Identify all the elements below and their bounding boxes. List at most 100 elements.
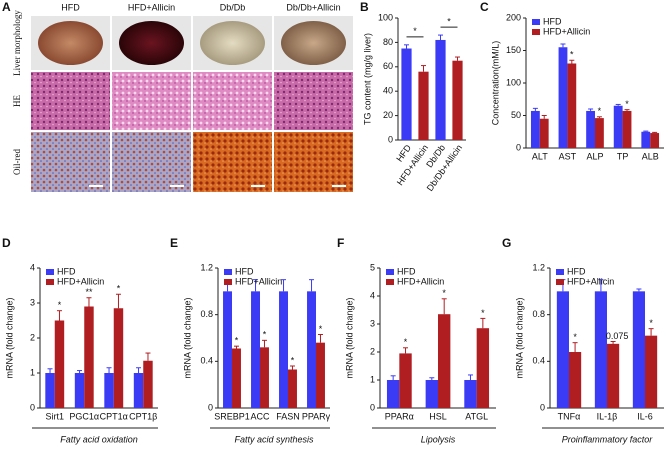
y-tick-label: 0.8 — [200, 309, 213, 319]
y-tick-label: 0.8 — [532, 309, 545, 319]
column-label: Db/Db+Allicin — [286, 2, 340, 12]
significance: * — [263, 330, 267, 340]
panel-label: B — [360, 0, 369, 14]
panel-label: G — [502, 236, 511, 250]
bar — [567, 63, 577, 148]
bar — [586, 110, 595, 148]
significance: * — [481, 308, 485, 318]
legend-swatch — [46, 269, 54, 275]
x-tick-label: IL-6 — [637, 411, 653, 421]
micrograph — [112, 132, 191, 192]
column-label: HFD — [61, 2, 80, 12]
liver-photo — [281, 21, 346, 65]
y-tick-label: 1.2 — [200, 262, 213, 272]
micrograph — [274, 72, 353, 130]
x-tick-label: AST — [559, 151, 577, 161]
panel-label: F — [337, 236, 344, 250]
x-tick-label: TNFα — [558, 411, 581, 421]
y-tick-label: 0.4 — [532, 356, 545, 366]
bar — [386, 380, 400, 408]
x-tick-label: ALP — [586, 151, 603, 161]
bar — [54, 320, 65, 408]
y-tick-label: 0 — [540, 402, 545, 412]
significance: * — [570, 50, 574, 60]
y-tick-label: 1.2 — [532, 262, 545, 272]
bar — [594, 291, 607, 408]
bar — [232, 348, 241, 408]
x-tick-label: PGC1α — [69, 411, 99, 421]
x-tick-label: HSL — [429, 411, 447, 421]
legend-swatch — [386, 269, 394, 275]
y-tick-label: 4 — [30, 262, 35, 272]
significance: * — [404, 337, 408, 347]
x-tick-label: SREBP1 — [214, 411, 250, 421]
legend-label: HFD+Allicin — [543, 26, 590, 36]
bar — [464, 380, 477, 408]
liver-photo — [119, 21, 184, 65]
y-tick-label: 3 — [370, 318, 375, 328]
panel-label: C — [480, 0, 489, 14]
bar — [452, 60, 463, 141]
y-tick-label: 0.4 — [200, 356, 213, 366]
x-tick-label: ALT — [532, 151, 548, 161]
x-tick-label: ALB — [642, 151, 659, 161]
liver-photo — [38, 21, 103, 65]
y-axis-label: mRNA (fold change) — [514, 297, 524, 378]
significance: 0.075 — [606, 331, 629, 341]
bar — [539, 118, 549, 148]
micrograph — [112, 72, 191, 130]
panel-label: D — [2, 236, 11, 250]
significance: * — [58, 300, 62, 310]
significance: * — [319, 324, 323, 334]
bar — [641, 131, 651, 148]
y-tick-label: 1 — [30, 367, 35, 377]
bar — [104, 373, 114, 408]
x-tick-label: ACC — [250, 411, 270, 421]
y-tick-label: 100 — [506, 77, 521, 87]
y-axis-label: Concentration(mM/L) — [490, 41, 500, 126]
bar — [288, 369, 297, 408]
bar — [622, 110, 632, 148]
liver-photo — [200, 21, 265, 65]
bar — [595, 118, 604, 148]
bar — [650, 133, 660, 148]
y-tick-label: 100 — [378, 12, 393, 22]
row-label: Oil-red — [12, 149, 22, 175]
bar — [84, 306, 94, 408]
legend-swatch — [46, 279, 54, 285]
legend-label: HFD+Allicin — [57, 276, 104, 286]
x-axis-label: Fatty acid synthesis — [234, 434, 314, 444]
legend-label: HFD — [235, 266, 254, 276]
micrograph — [274, 132, 353, 192]
significance: * — [442, 288, 446, 298]
bar — [438, 314, 451, 408]
significance: ** — [85, 287, 93, 297]
y-tick-label: 50 — [511, 110, 521, 120]
y-axis-label: mRNA (fold change) — [4, 297, 14, 378]
legend-label: HFD+Allicin — [567, 276, 614, 286]
legend-label: HFD+Allicin — [397, 276, 444, 286]
panel-label: E — [170, 236, 178, 250]
bar — [279, 291, 288, 408]
panel-label: A — [2, 0, 11, 14]
legend-swatch — [386, 279, 394, 285]
x-tick-label: ATGL — [465, 411, 488, 421]
legend-label: HFD — [543, 16, 562, 26]
significance: * — [235, 336, 239, 346]
y-tick-label: 5 — [370, 262, 375, 272]
legend-label: HFD — [567, 266, 586, 276]
bar — [45, 373, 55, 408]
legend-swatch — [556, 269, 564, 275]
significance: * — [598, 106, 602, 116]
y-tick-label: 150 — [506, 45, 521, 55]
y-tick-label: 20 — [383, 110, 393, 120]
x-tick-label: PPARα — [385, 411, 414, 421]
x-tick-label: IL-1β — [597, 411, 618, 421]
legend-label: HFD — [57, 266, 76, 276]
significance: * — [625, 99, 629, 109]
bar — [401, 48, 412, 140]
row-label: HE — [12, 95, 22, 107]
bar — [425, 380, 438, 408]
y-tick-label: 4 — [370, 290, 375, 300]
